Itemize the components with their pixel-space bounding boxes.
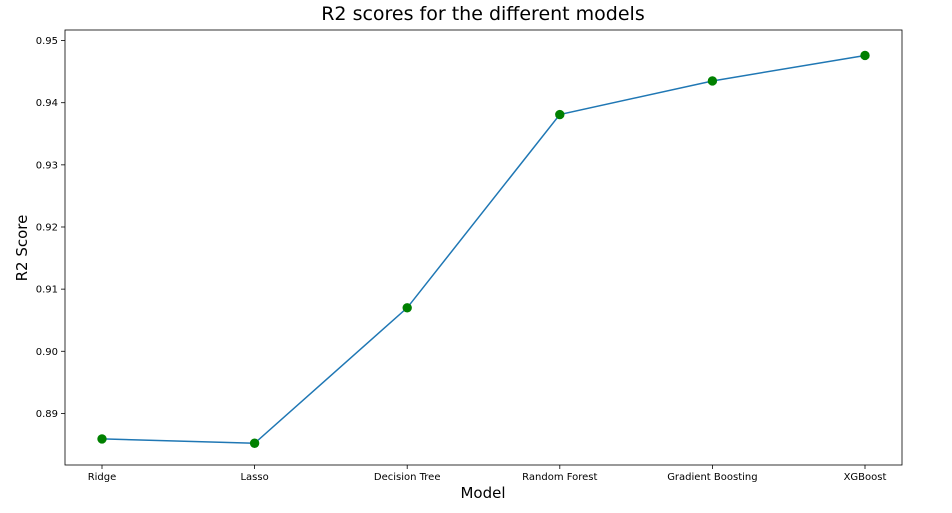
x-tick-label: XGBoost <box>844 472 887 483</box>
y-tick-label: 0.95 <box>36 36 58 47</box>
x-tick-label: Ridge <box>88 472 117 483</box>
y-tick-label: 0.91 <box>36 285 58 296</box>
x-tick-label: Random Forest <box>522 472 597 483</box>
y-tick-label: 0.92 <box>36 222 58 233</box>
y-tick-label: 0.94 <box>36 98 58 109</box>
data-point <box>402 303 412 313</box>
plot-area: 0.89 0.90 0.91 0.92 0.93 0.94 0.95 Ridge Lasso De… <box>36 29 903 483</box>
chart-title: R2 scores for the different models <box>321 3 645 25</box>
plot-frame <box>64 29 903 466</box>
y-axis-title: R2 Score <box>13 215 31 282</box>
data-point <box>707 76 718 86</box>
data-point <box>97 434 107 444</box>
y-tick-label: 0.90 <box>36 347 58 358</box>
data-point <box>860 50 870 61</box>
x-tick-label: Decision Tree <box>374 472 441 483</box>
y-tick-label: 0.93 <box>36 160 58 171</box>
series-line <box>101 54 866 445</box>
data-point <box>249 438 260 448</box>
x-tick-label: Lasso <box>240 472 268 483</box>
x-tick-label: Gradient Boosting <box>667 472 757 483</box>
data-point <box>555 109 565 120</box>
y-tick-label: 0.89 <box>36 409 58 420</box>
x-axis-title: Model <box>460 484 505 502</box>
